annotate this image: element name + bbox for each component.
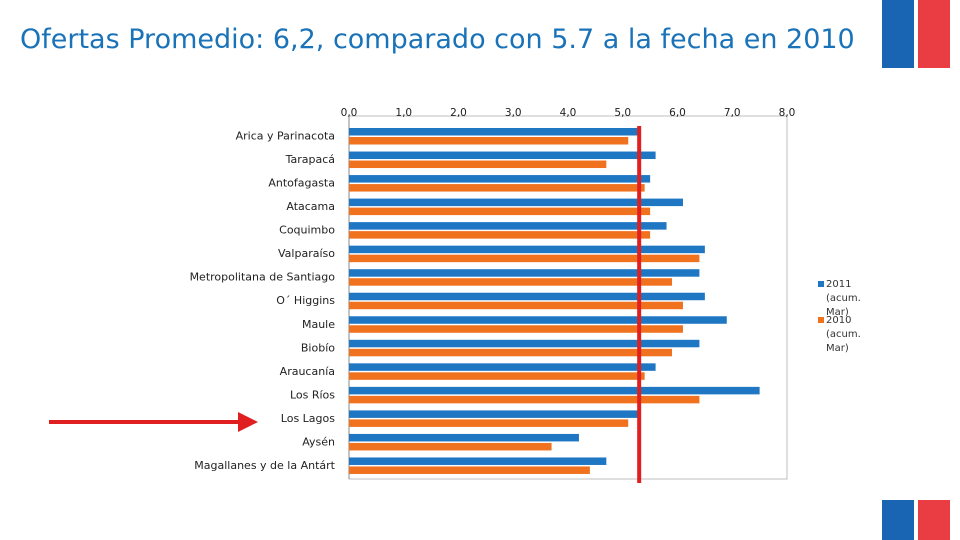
y-category-label: Atacama	[286, 200, 335, 213]
bar-2011	[349, 386, 760, 395]
y-category-label: Arica y Parinacota	[236, 130, 335, 143]
arrow-head	[238, 412, 258, 432]
legend-swatch-2011	[818, 281, 824, 287]
bar-2010	[349, 278, 673, 286]
bar-2011	[349, 457, 607, 465]
bar-2010	[349, 184, 645, 192]
legend-label-2011: 2011 (acum. Mar)	[826, 279, 861, 318]
x-tick-label: 4,0	[560, 107, 577, 119]
bar-chart: 0,0 1,0 2,0 3,0 4,0 5,0 6,0 7,0 8,0 Arica y Parin…	[190, 107, 796, 483]
highlight-arrow	[49, 412, 258, 432]
bar-2011	[349, 175, 651, 183]
bar-2011	[349, 151, 656, 160]
y-category-label: Magallanes y de la Antárt	[194, 459, 335, 472]
bar-2010	[349, 160, 607, 169]
x-tick-label: 7,0	[724, 107, 741, 119]
bar-2011	[349, 128, 640, 136]
bar-2011	[349, 363, 656, 371]
bar-2010	[349, 348, 673, 357]
bar-2011	[349, 198, 683, 207]
y-category-label: Tarapacá	[285, 153, 335, 166]
bar-2011	[349, 433, 579, 442]
flag-blue-stripe	[882, 500, 916, 540]
legend-label-2010: 2010 (acum. Mar)	[826, 315, 861, 354]
bar-2011	[349, 269, 700, 277]
flag-red-stripe	[916, 500, 950, 540]
bar-2011	[349, 292, 705, 301]
x-tick-label: 6,0	[669, 107, 686, 119]
bar-2010	[349, 442, 552, 451]
bar-2010	[349, 207, 651, 216]
flag-red-stripe	[916, 0, 950, 68]
x-tick-label: 0,0	[341, 107, 358, 119]
bar-2010	[349, 419, 629, 427]
bar-2011	[349, 316, 727, 324]
bar-2011	[349, 245, 705, 254]
x-tick-label: 1,0	[395, 107, 412, 119]
y-category-label: Antofagasta	[268, 177, 335, 190]
legend-swatch-2010	[818, 317, 824, 323]
flag-logo-bottom	[882, 500, 950, 540]
bar-2011	[349, 339, 700, 348]
flag-divider	[914, 0, 918, 68]
x-tick-label: 2,0	[450, 107, 467, 119]
flag-blue-stripe	[882, 0, 916, 68]
y-category-label: Los Ríos	[290, 388, 335, 401]
bar-2010	[349, 325, 683, 333]
bar-2010	[349, 395, 700, 404]
x-tick-label: 8,0	[779, 107, 796, 119]
x-tick-label: 3,0	[505, 107, 522, 119]
x-tick-label: 5,0	[614, 107, 631, 119]
y-category-label: Metropolitana de Santiago	[190, 271, 336, 284]
y-category-label: Araucanía	[280, 365, 335, 378]
bar-2010	[349, 231, 651, 239]
bar-2011	[349, 222, 667, 230]
slide-title: Ofertas Promedio: 6,2, comparado con 5.7…	[20, 24, 855, 55]
y-category-label: O´ Higgins	[276, 294, 335, 307]
flag-divider	[914, 500, 918, 540]
y-category-label: Aysén	[302, 435, 335, 448]
y-category-label: Maule	[302, 318, 335, 331]
y-category-label: Valparaíso	[278, 247, 335, 260]
y-category-label: Coquimbo	[279, 224, 335, 237]
bar-2010	[349, 372, 645, 380]
bar-2010	[349, 466, 590, 474]
bar-2010	[349, 254, 700, 263]
y-category-label: Los Lagos	[281, 412, 335, 425]
y-category-label: Biobío	[301, 341, 335, 354]
bar-2011	[349, 410, 640, 418]
flag-logo-top	[882, 0, 950, 68]
chart-legend: 2011 (acum. Mar) 2010 (acum. Mar)	[818, 278, 888, 354]
bar-2010	[349, 301, 683, 310]
bar-2010	[349, 137, 629, 145]
